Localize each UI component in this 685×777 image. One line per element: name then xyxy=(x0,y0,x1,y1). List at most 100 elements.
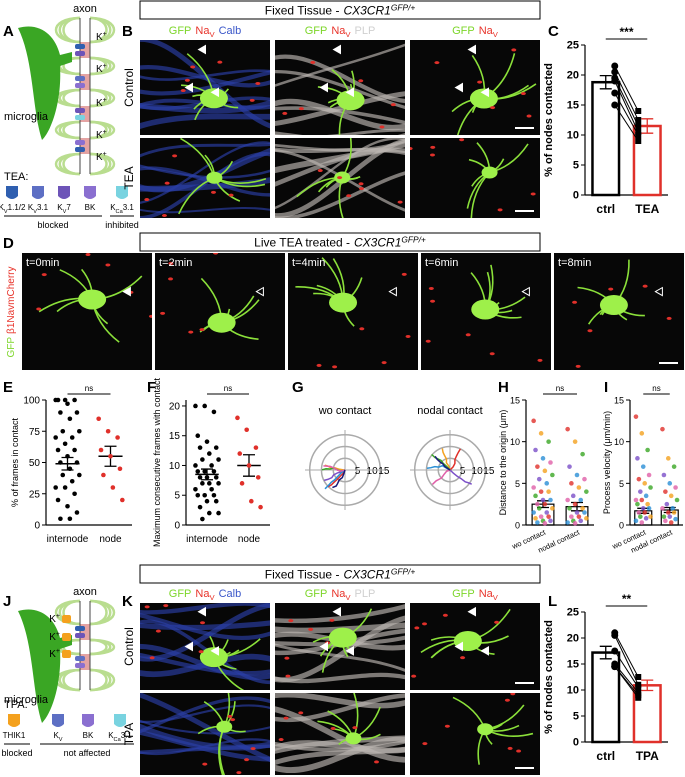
channel-icon xyxy=(8,714,20,727)
error-bar xyxy=(641,118,654,134)
point xyxy=(633,414,639,419)
channel-label: K xyxy=(53,731,59,740)
microglia-label: microglia xyxy=(4,694,49,706)
channel-heading: β1NavmCherry xyxy=(6,267,17,334)
y-tick-label: 15 xyxy=(567,100,579,112)
y-tick-label: 75 xyxy=(29,427,41,438)
y-tick-label: 10 xyxy=(614,437,624,447)
time-label: t=6min xyxy=(425,257,458,269)
pair-line xyxy=(614,65,639,112)
ion-label: K xyxy=(96,32,103,43)
channel-heading: V xyxy=(209,30,215,39)
ion-label: + xyxy=(103,151,107,158)
point xyxy=(531,485,536,490)
thik1-channel xyxy=(62,615,71,623)
thik1-channel xyxy=(62,633,71,641)
channel-icon xyxy=(52,714,64,727)
point xyxy=(572,501,578,507)
point xyxy=(533,516,538,521)
point xyxy=(535,520,540,525)
point xyxy=(611,89,619,97)
red-puncta xyxy=(429,153,435,157)
channel xyxy=(75,656,85,661)
pair-line xyxy=(614,92,639,136)
red-puncta xyxy=(310,60,316,64)
point xyxy=(550,472,555,478)
arrowhead xyxy=(197,44,206,55)
panel-letter: D xyxy=(3,235,14,252)
red-puncta xyxy=(164,181,170,185)
red-puncta xyxy=(587,329,593,333)
point xyxy=(611,68,619,76)
point xyxy=(213,445,219,450)
soma xyxy=(471,299,500,320)
micrograph xyxy=(410,40,540,135)
point xyxy=(546,439,551,444)
y-tick-label: 20 xyxy=(567,633,579,645)
micrograph xyxy=(140,40,270,135)
point xyxy=(77,428,82,434)
point xyxy=(642,510,648,515)
ion-label: K+ xyxy=(96,129,107,141)
point xyxy=(55,397,61,403)
y-tick-label: 20 xyxy=(567,70,579,82)
arrowhead xyxy=(454,82,463,93)
point xyxy=(578,497,584,503)
red-puncta xyxy=(379,125,385,129)
point xyxy=(611,647,619,655)
ion-label: + xyxy=(56,613,60,620)
track xyxy=(434,455,451,471)
red-puncta xyxy=(520,92,526,96)
point xyxy=(546,514,551,519)
fiber xyxy=(275,54,405,103)
point xyxy=(253,445,259,450)
track xyxy=(431,469,451,485)
point xyxy=(673,485,678,490)
group-label: not affected xyxy=(64,748,111,758)
micrograph xyxy=(410,603,540,690)
red-puncta xyxy=(526,114,532,118)
channel-label: KV xyxy=(53,731,62,743)
channel xyxy=(75,140,85,145)
channel-heading: PLP xyxy=(355,588,376,600)
red-puncta xyxy=(285,674,291,678)
point xyxy=(69,435,75,440)
red-puncta xyxy=(507,746,513,750)
ion-label: K xyxy=(96,64,103,75)
point xyxy=(60,428,66,434)
channel xyxy=(75,44,85,49)
point xyxy=(633,497,639,503)
fiber xyxy=(275,693,405,723)
y-tick-label: 5 xyxy=(515,479,520,489)
channel-label: THIK1 xyxy=(3,731,26,740)
arrowhead xyxy=(210,645,219,656)
arrowhead xyxy=(654,286,663,297)
red-puncta xyxy=(144,605,150,609)
point xyxy=(660,426,665,432)
red-puncta xyxy=(228,193,234,197)
channel-heading: Na xyxy=(331,588,346,600)
point xyxy=(584,516,589,521)
image-bg xyxy=(288,253,418,370)
red-puncta xyxy=(374,760,380,764)
panel-letter: I xyxy=(604,379,608,396)
header-title: Fixed Tissue - xyxy=(265,4,340,18)
point xyxy=(58,410,63,415)
red-puncta xyxy=(316,363,322,367)
header-title: GFP/+ xyxy=(391,567,416,577)
red-puncta xyxy=(537,358,543,362)
arrowhead xyxy=(210,87,219,98)
y-axis-label: % of nodes contacted xyxy=(543,63,555,177)
red-puncta xyxy=(199,328,205,332)
header-title: GFP/+ xyxy=(401,235,426,245)
micrograph xyxy=(275,40,405,135)
point xyxy=(115,435,120,440)
point xyxy=(582,476,587,482)
point xyxy=(542,521,548,526)
track xyxy=(323,465,346,472)
panel-letter: C xyxy=(548,23,559,40)
point xyxy=(105,428,111,434)
point xyxy=(611,77,619,85)
soma xyxy=(199,647,228,668)
point xyxy=(249,498,254,504)
